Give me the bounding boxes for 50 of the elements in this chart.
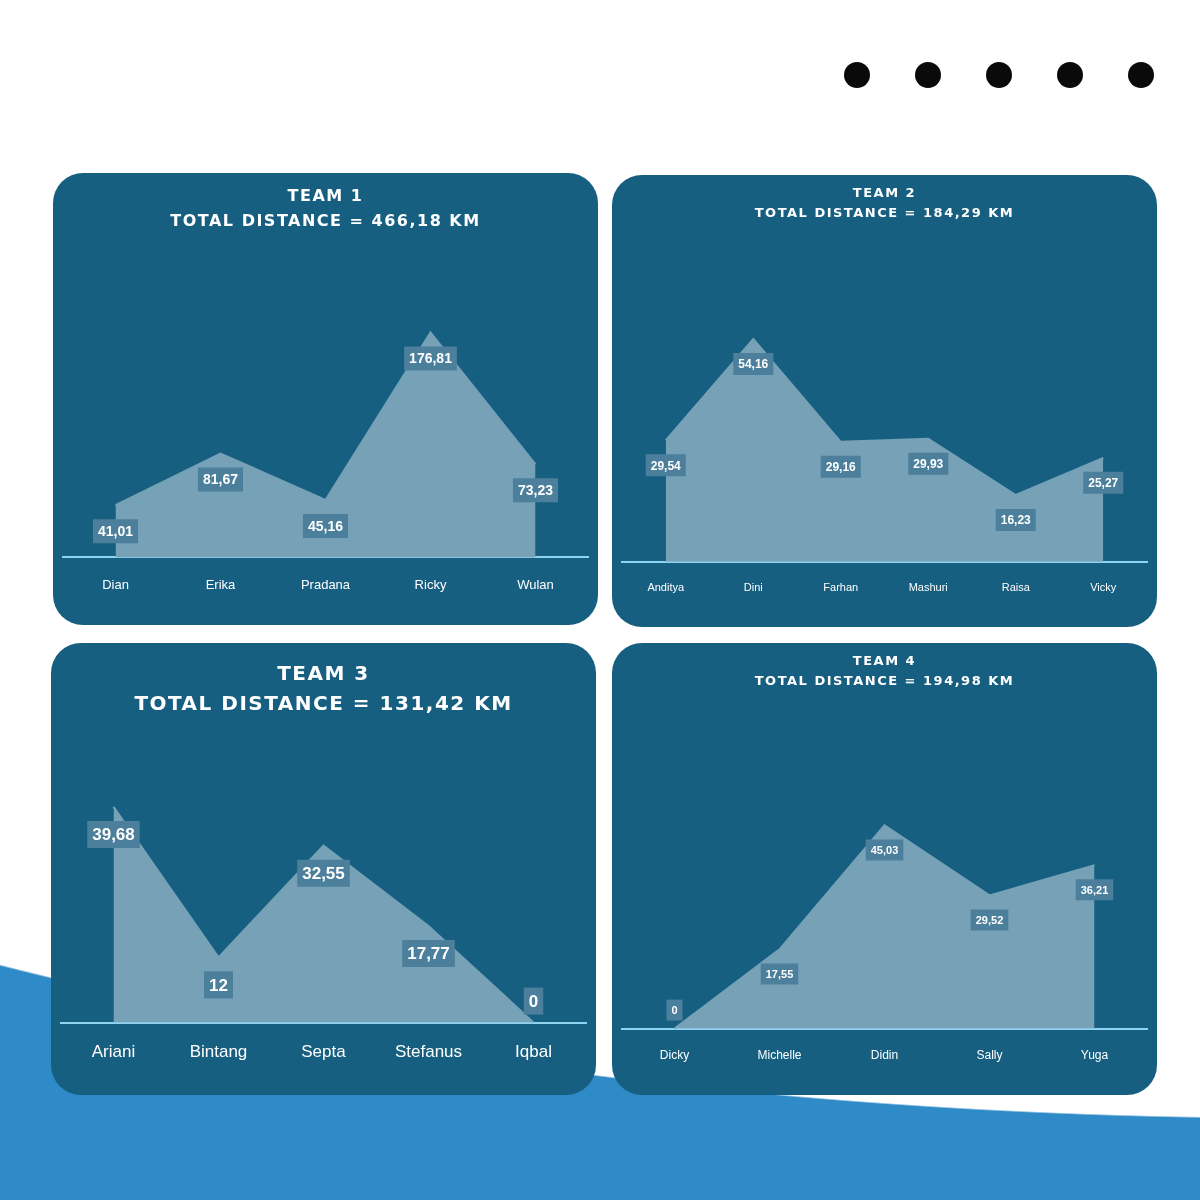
x-tick-label: Didin (870, 1048, 899, 1063)
data-label: 45,03 (870, 843, 899, 856)
x-tick-label: Erika (205, 576, 237, 592)
data-label: 17,55 (765, 967, 794, 980)
data-label: 54,16 (738, 357, 769, 372)
chart-subtitle: TOTAL DISTANCE = 194,98 KM (753, 673, 1016, 688)
data-label: 32,55 (302, 863, 345, 883)
data-label: 0 (528, 991, 539, 1011)
x-tick-label: Anditya (647, 581, 685, 594)
x-tick-label: Dini (743, 581, 763, 594)
x-tick-label: Raisa (1001, 581, 1031, 594)
data-label: 36,21 (1080, 883, 1109, 896)
x-tick-label: Michelle (757, 1048, 802, 1063)
data-label: 29,93 (913, 457, 944, 471)
x-tick-label: Dicky (659, 1048, 690, 1063)
data-label: 17,77 (407, 944, 450, 964)
data-label: 25,27 (1088, 476, 1119, 491)
data-label: 12 (209, 975, 228, 995)
data-label: 73,23 (517, 482, 554, 499)
data-label: 29,16 (825, 460, 857, 475)
data-label: 0 (671, 1004, 678, 1017)
x-tick-label: Ariani (91, 1042, 136, 1062)
x-tick-label: Pradana (300, 576, 351, 592)
data-label: 29,54 (650, 458, 682, 473)
data-label: 16,23 (1000, 513, 1032, 528)
x-tick-label: Dian (102, 576, 129, 592)
x-tick-label: Iqbal (515, 1042, 552, 1062)
chart-title: TEAM 1 (286, 186, 365, 205)
chart-subtitle: TOTAL DISTANCE = 131,42 KM (133, 691, 514, 715)
chart-subtitle: TOTAL DISTANCE = 184,29 KM (753, 205, 1016, 220)
data-label: 176,81 (409, 350, 453, 367)
x-tick-label: Mashuri (908, 581, 948, 594)
data-label: 41,01 (97, 523, 134, 540)
x-tick-label: Bintang (189, 1042, 248, 1062)
x-tick-label: Vicky (1090, 581, 1117, 594)
x-tick-label: Septa (301, 1042, 347, 1062)
x-tick-label: Yuga (1080, 1048, 1109, 1063)
x-tick-label: Ricky (414, 576, 447, 592)
data-label: 29,52 (975, 913, 1004, 926)
data-label: 45,16 (307, 517, 344, 534)
data-label: 39,68 (92, 825, 135, 845)
chart-subtitle: TOTAL DISTANCE = 466,18 KM (169, 211, 482, 230)
x-tick-label: Stefanus (394, 1042, 463, 1062)
x-tick-label: Sally (976, 1048, 1003, 1063)
data-label: 81,67 (202, 471, 239, 488)
chart-title: TEAM 4 (851, 653, 918, 668)
chart-title: TEAM 3 (276, 661, 371, 685)
x-tick-label: Wulan (517, 576, 554, 592)
chart-title: TEAM 2 (851, 185, 918, 200)
x-tick-label: Farhan (823, 581, 859, 594)
